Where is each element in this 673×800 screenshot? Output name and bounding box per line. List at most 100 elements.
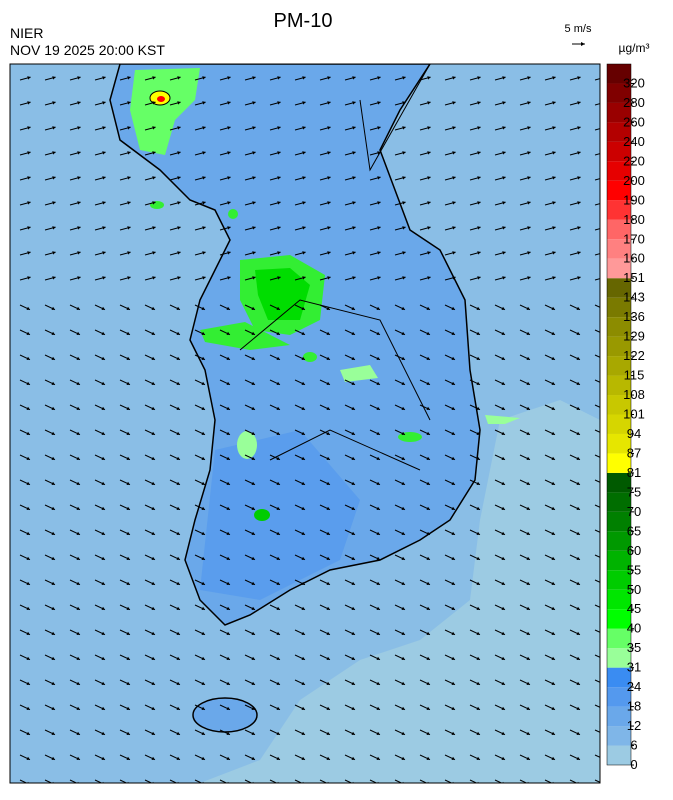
wind-arrow [319, 251, 331, 256]
wind-arrow [319, 429, 331, 436]
wind-arrow [119, 704, 131, 711]
wind-arrow [469, 629, 481, 636]
wind-arrow [69, 704, 81, 711]
wind-arrow [94, 126, 106, 131]
wind-arrow [444, 329, 456, 336]
wind-arrow [44, 379, 56, 386]
wind-arrow [369, 201, 381, 206]
wind-arrow [469, 529, 481, 536]
wind-arrow [244, 654, 256, 661]
wind-arrow [144, 276, 156, 281]
wind-arrow [344, 679, 356, 686]
colorbar-segment [607, 433, 631, 454]
wind-arrow [519, 529, 531, 536]
wind-arrow [294, 704, 306, 711]
wind-arrow [394, 404, 406, 411]
colorbar-tick-label: 12 [627, 718, 641, 733]
wind-arrow [269, 654, 281, 661]
wind-arrow [569, 379, 581, 386]
colorbar-tick-label: 143 [623, 290, 645, 305]
wind-arrow [444, 201, 456, 206]
wind-arrow [244, 276, 256, 281]
wind-arrow [544, 429, 556, 436]
wind-arrow [569, 579, 581, 586]
wind-arrow [169, 251, 181, 256]
wind-arrow [544, 126, 556, 131]
colorbar-segment [607, 356, 631, 376]
wind-arrow [169, 454, 181, 461]
wind-arrow [444, 454, 456, 461]
colorbar-segment [607, 395, 631, 415]
wind-arrow [394, 479, 406, 486]
wind-arrow [594, 253, 600, 256]
wind-arrow [194, 226, 206, 231]
wind-arrow [569, 226, 581, 231]
colorbar-tick-label: 0 [630, 757, 637, 772]
wind-arrow [219, 604, 231, 611]
wind-arrow [419, 654, 431, 661]
wind-arrow [144, 754, 156, 761]
wind-arrow [344, 126, 356, 131]
wind-arrow [94, 754, 106, 761]
colorbar-segment [607, 570, 631, 590]
wind-arrow [394, 126, 406, 131]
colorbar-tick-label: 81 [627, 465, 641, 480]
wind-arrow [169, 754, 181, 761]
wind-arrow [569, 629, 581, 636]
wind-arrow [519, 126, 531, 131]
wind-arrow [494, 429, 506, 436]
colorbar-unit: µg/m³ [619, 41, 650, 55]
wind-arrow [194, 679, 206, 686]
wind-arrow [269, 151, 281, 156]
wind-arrow [494, 176, 506, 181]
wind-arrow [194, 704, 206, 711]
wind-arrow [594, 78, 600, 81]
wind-arrow [519, 176, 531, 181]
wind-arrow [494, 201, 506, 206]
wind-arrow [369, 454, 381, 461]
wind-arrow [169, 729, 181, 736]
wind-arrow [169, 679, 181, 686]
wind-arrow [219, 101, 231, 106]
wind-arrow [469, 454, 481, 461]
wind-arrow [544, 604, 556, 611]
wind-arrow [444, 529, 456, 536]
wind-arrow [419, 76, 431, 81]
wind-arrow [19, 604, 31, 611]
wind-arrow [494, 304, 506, 311]
wind-arrow [19, 629, 31, 636]
colorbar-tick-label: 115 [624, 368, 645, 383]
wind-arrow [419, 454, 431, 461]
wind-arrow [144, 679, 156, 686]
colorbar-tick-label: 94 [627, 426, 641, 441]
wind-arrow [419, 276, 431, 281]
wind-arrow [419, 304, 431, 311]
wind-arrow [219, 276, 231, 281]
wind-arrow [169, 379, 181, 386]
wind-arrow [319, 529, 331, 536]
wind-arrow [69, 226, 81, 231]
wind-arrow [269, 629, 281, 636]
wind-arrow [269, 404, 281, 411]
wind-arrow [394, 754, 406, 761]
wind-arrow [69, 754, 81, 761]
wind-arrow [394, 151, 406, 156]
wind-arrow [394, 529, 406, 536]
colorbar-segment [607, 550, 631, 571]
wind-arrow [69, 479, 81, 486]
wind-arrow [469, 504, 481, 511]
wind-arrow [294, 679, 306, 686]
wind-arrow [319, 101, 331, 106]
wind-arrow [244, 329, 256, 336]
wind-arrow [569, 126, 581, 131]
wind-arrow [244, 704, 256, 711]
wind-arrow [244, 504, 256, 511]
wind-arrow [569, 276, 581, 281]
wind-arrow [569, 529, 581, 536]
wind-arrow [319, 176, 331, 181]
wind-arrow [69, 329, 81, 336]
wind-arrow [269, 379, 281, 386]
wind-arrow [519, 404, 531, 411]
wind-arrow [544, 101, 556, 106]
wind-arrow [19, 276, 31, 281]
